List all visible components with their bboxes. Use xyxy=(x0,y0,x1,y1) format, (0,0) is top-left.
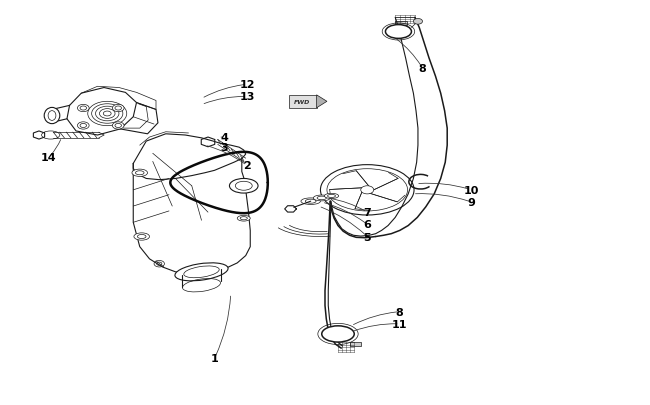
Circle shape xyxy=(77,105,89,113)
Circle shape xyxy=(112,105,124,113)
Text: 3: 3 xyxy=(220,143,228,153)
Bar xyxy=(289,96,317,109)
Text: 2: 2 xyxy=(243,161,251,171)
Text: 8: 8 xyxy=(396,307,404,317)
Ellipse shape xyxy=(385,26,411,39)
Ellipse shape xyxy=(132,170,148,177)
Bar xyxy=(395,21,407,26)
Polygon shape xyxy=(317,96,327,109)
Ellipse shape xyxy=(324,194,339,199)
Ellipse shape xyxy=(322,326,354,342)
Ellipse shape xyxy=(44,108,60,124)
Bar xyxy=(350,342,361,346)
Text: 9: 9 xyxy=(467,198,475,207)
Text: 10: 10 xyxy=(463,185,479,195)
Text: 11: 11 xyxy=(392,319,408,329)
Circle shape xyxy=(413,19,423,25)
Ellipse shape xyxy=(313,196,330,201)
Ellipse shape xyxy=(320,165,414,215)
Text: 1: 1 xyxy=(211,354,218,363)
Text: 12: 12 xyxy=(239,80,255,90)
Ellipse shape xyxy=(175,263,228,281)
Text: 4: 4 xyxy=(220,133,228,143)
Ellipse shape xyxy=(134,233,150,241)
Circle shape xyxy=(361,186,374,194)
Ellipse shape xyxy=(229,179,258,194)
Text: 8: 8 xyxy=(419,64,426,74)
Text: 7: 7 xyxy=(363,208,371,217)
Text: 5: 5 xyxy=(363,232,371,242)
Text: 6: 6 xyxy=(363,220,371,230)
Ellipse shape xyxy=(301,198,320,205)
Text: 13: 13 xyxy=(239,92,255,102)
Circle shape xyxy=(112,122,124,130)
Circle shape xyxy=(77,122,89,130)
Text: FWD: FWD xyxy=(294,100,311,104)
Ellipse shape xyxy=(196,264,209,270)
Text: 14: 14 xyxy=(41,153,57,163)
Ellipse shape xyxy=(237,216,250,222)
